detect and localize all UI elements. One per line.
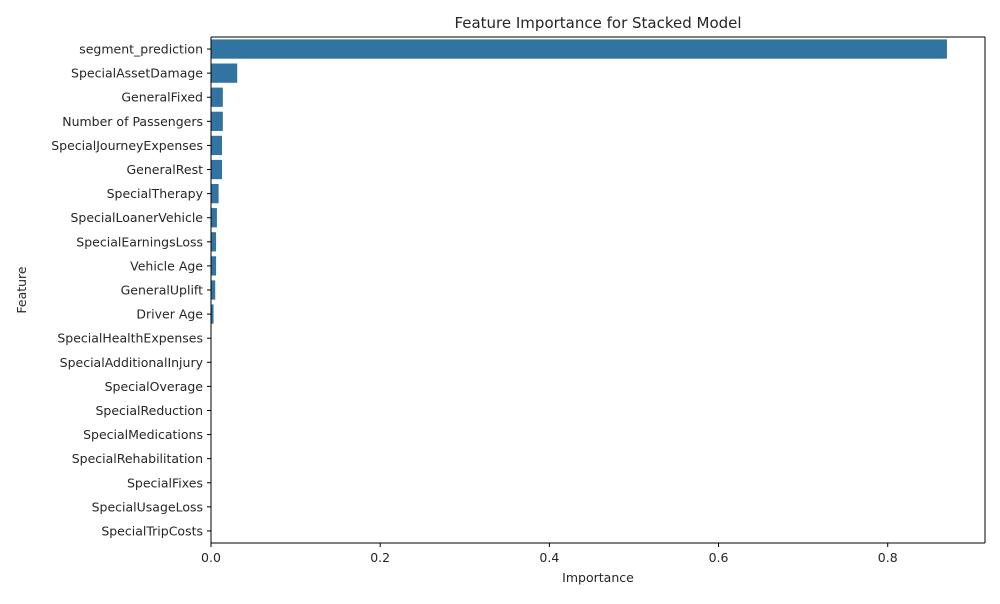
- y-tick-label: SpecialRehabilitation: [72, 451, 203, 466]
- y-tick-label: Number of Passengers: [62, 114, 203, 129]
- y-tick-label: SpecialLoanerVehicle: [70, 210, 203, 225]
- y-tick-label: SpecialEarningsLoss: [76, 234, 203, 249]
- y-tick-label: GeneralUplift: [121, 283, 203, 298]
- y-tick-label: Driver Age: [136, 307, 203, 322]
- bar: [211, 111, 223, 131]
- y-tick-label: Vehicle Age: [130, 258, 203, 273]
- y-tick-label: SpecialJourneyExpenses: [51, 138, 203, 153]
- bar: [211, 256, 217, 276]
- bars-layer: [211, 39, 947, 324]
- y-tick-label: SpecialHealthExpenses: [57, 331, 203, 346]
- y-tick-label: SpecialMedications: [83, 427, 203, 442]
- y-tick-label: SpecialFixes: [127, 475, 203, 490]
- x-tick-label: 0.6: [709, 550, 729, 565]
- y-tick-label: SpecialAdditionalInjury: [60, 355, 204, 370]
- x-axis-title: Importance: [562, 570, 634, 585]
- y-axis-ticks: segment_prediction SpecialAssetDamage Gene…: [51, 42, 211, 538]
- y-tick-label: GeneralFixed: [121, 90, 203, 105]
- y-axis-title: Feature: [14, 266, 29, 314]
- bar: [211, 208, 217, 228]
- y-tick-label: segment_prediction: [79, 42, 203, 57]
- bar: [211, 39, 947, 59]
- bar: [211, 159, 222, 180]
- y-tick-label: SpecialTripCosts: [101, 523, 203, 538]
- y-tick-label: GeneralRest: [127, 162, 204, 177]
- bar: [211, 304, 214, 324]
- x-tick-label: 0.2: [370, 550, 390, 565]
- bar: [211, 232, 217, 252]
- y-tick-label: SpecialReduction: [95, 403, 203, 418]
- x-tick-label: 0.4: [539, 550, 559, 565]
- bar: [211, 87, 223, 107]
- bar: [211, 280, 216, 300]
- x-tick-label: 0.0: [201, 550, 221, 565]
- chart-title: Feature Importance for Stacked Model: [454, 14, 741, 32]
- x-tick-label: 0.8: [878, 550, 898, 565]
- bar: [211, 135, 222, 156]
- bar: [211, 63, 238, 83]
- x-axis-ticks: 0.0 0.2 0.4 0.6 0.8: [201, 543, 898, 565]
- y-tick-label: SpecialTherapy: [107, 186, 204, 201]
- bar: [211, 183, 219, 204]
- y-tick-label: SpecialOverage: [105, 379, 204, 394]
- y-tick-label: SpecialAssetDamage: [71, 66, 203, 81]
- y-tick-label: SpecialUsageLoss: [92, 499, 203, 514]
- axes-frame: [210, 36, 986, 544]
